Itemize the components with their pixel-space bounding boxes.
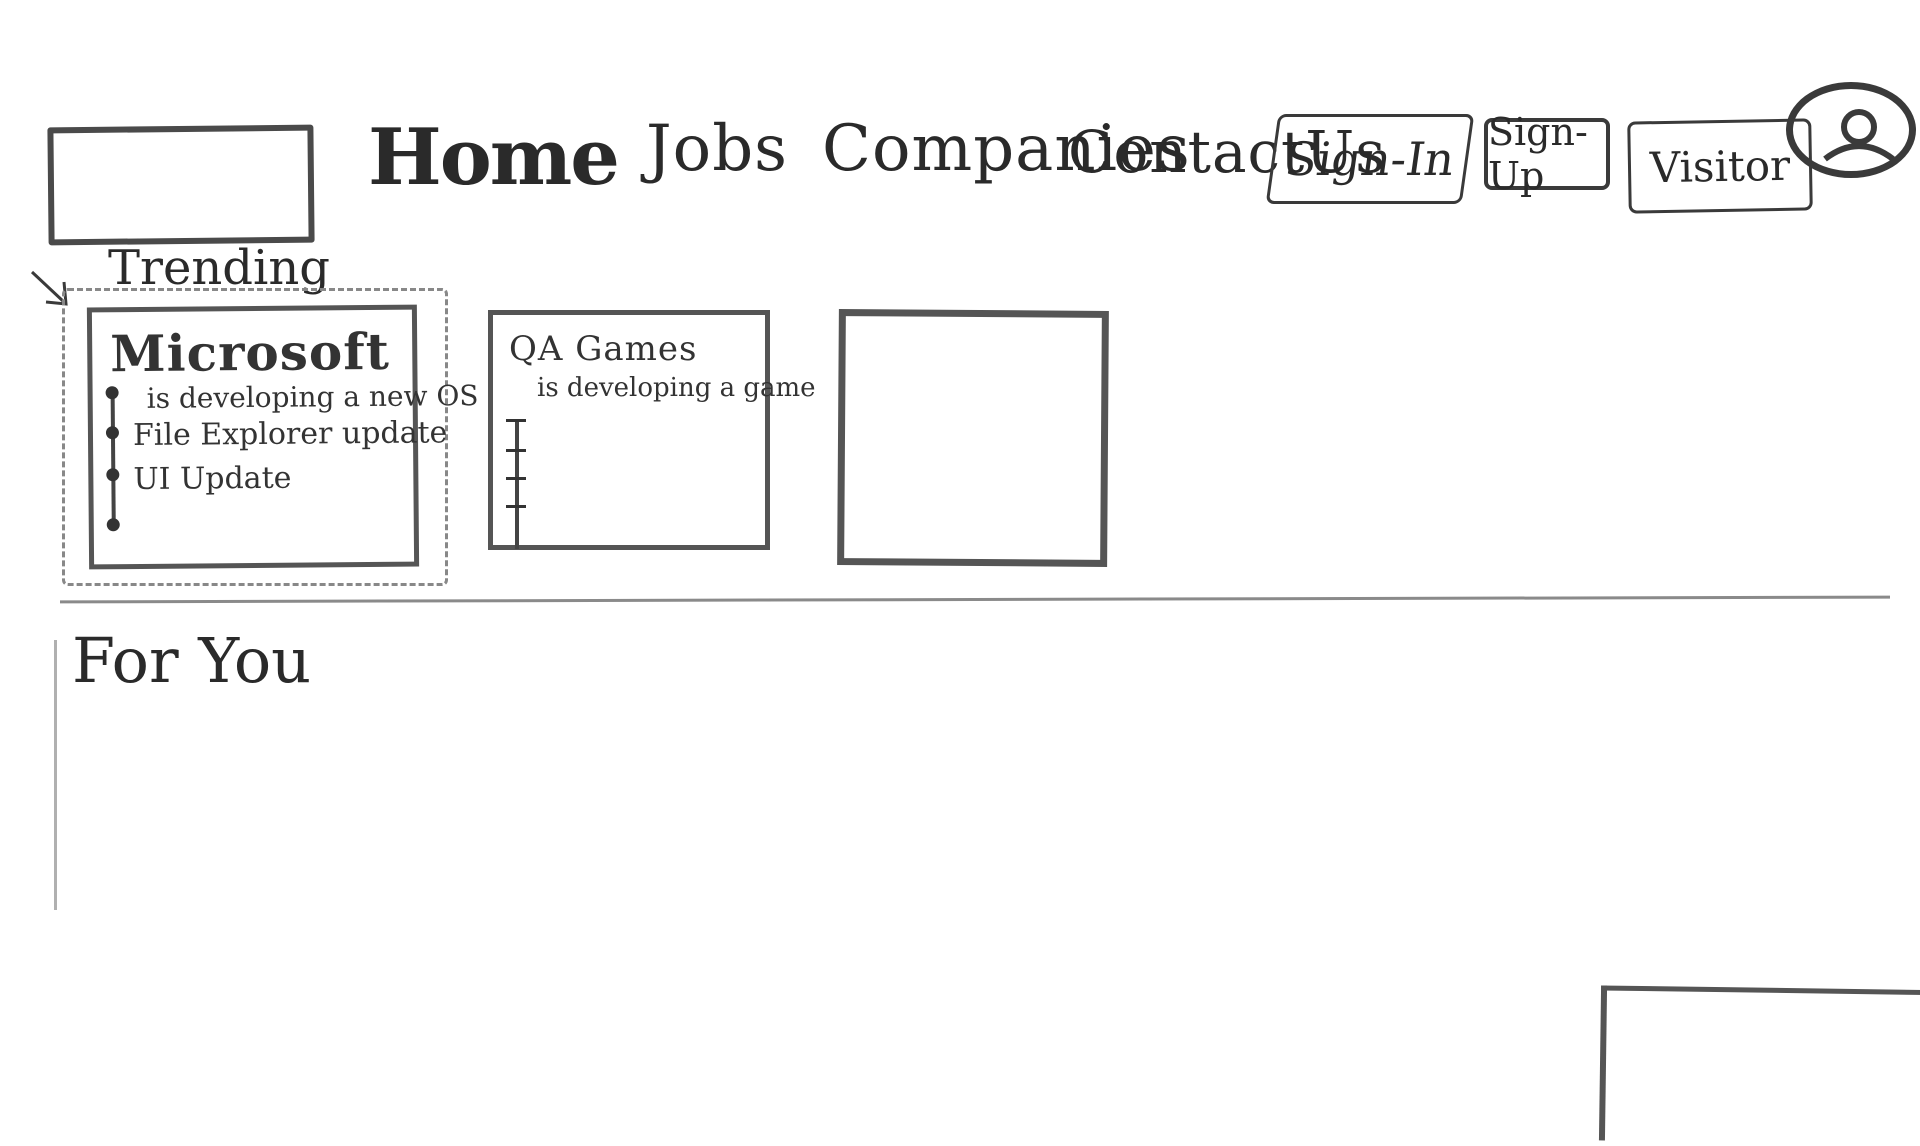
sign-in-label: Sign-In [1281,132,1459,186]
trending-heading: Trending [108,240,330,296]
timeline-line [105,386,120,532]
trending-card-empty[interactable] [837,309,1109,567]
timeline-bullet [105,386,119,400]
user-icon [1823,109,1895,162]
timeline-bullet [106,518,120,532]
card-subtitle: is developing a game [537,373,816,403]
sign-in-button[interactable]: Sign-In [1265,114,1475,204]
timeline-line [506,419,526,549]
section-divider [59,595,1891,604]
logo-placeholder[interactable] [47,124,315,246]
timeline-item: UI Update [133,460,292,498]
nav-contact-us[interactable]: ContactUs [1068,118,1386,186]
trending-card-qa-games[interactable]: QA Games is developing a game [488,310,816,550]
timeline-tick [506,449,526,452]
timeline-item: File Explorer update [132,415,448,454]
card-subtitle: is developing a new OS [146,379,479,415]
timeline-bullet [106,468,120,482]
timeline-tick [506,477,526,480]
user-avatar-button[interactable] [1786,82,1916,178]
nav-companies[interactable]: Companies [822,112,1191,186]
visitor-label: Visitor [1649,140,1791,192]
nav-jobs[interactable]: Jobs [646,112,788,186]
card-title: QA Games [509,329,698,369]
trending-card-microsoft[interactable]: Microsoft is developing a new OS File Ex… [86,304,479,570]
timeline-tick [506,505,526,508]
card-title: Microsoft [110,321,391,384]
visitor-button[interactable]: Visitor [1627,118,1813,214]
nav-home[interactable]: Home [368,112,620,203]
timeline-bullet [105,426,120,440]
bottom-right-panel [1598,985,1920,1146]
sign-up-label: Sign-Up [1488,110,1588,198]
timeline-tick [506,419,526,422]
for-you-heading: For You [72,624,312,697]
selection-outline [62,288,448,586]
for-you-left-border [54,640,57,910]
sign-up-button[interactable]: Sign-Up [1484,110,1610,198]
